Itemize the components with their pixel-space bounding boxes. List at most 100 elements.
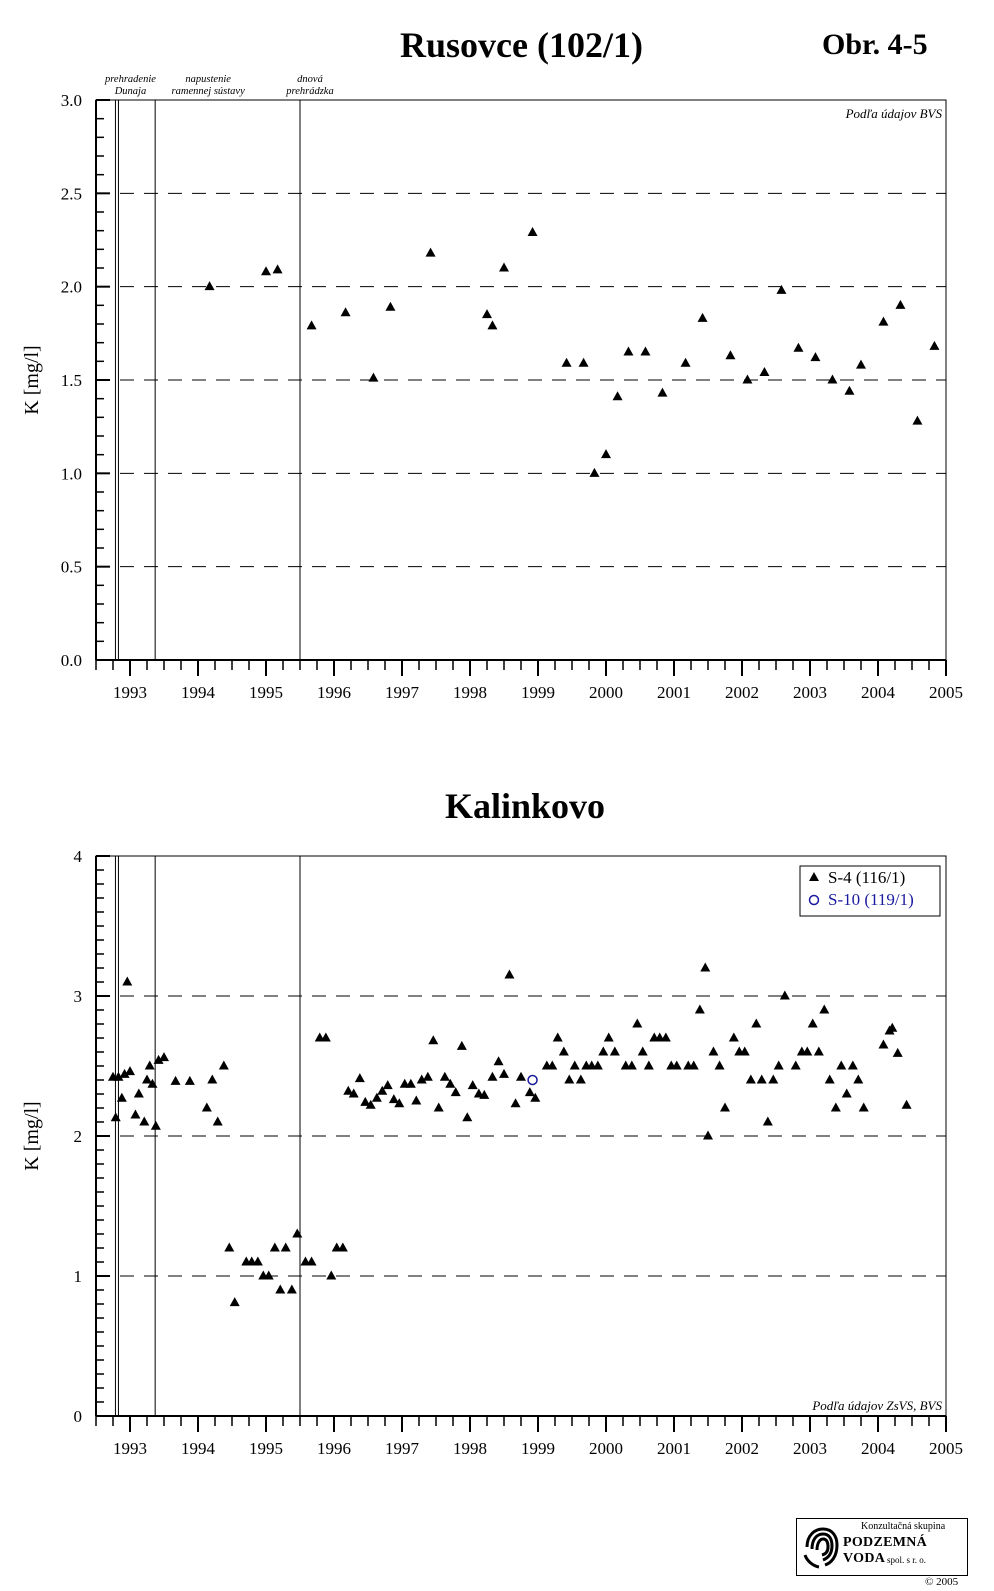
data-point — [802, 1046, 813, 1056]
data-point — [487, 320, 498, 330]
data-point — [623, 346, 634, 356]
legend-marker — [808, 894, 820, 906]
data-point — [144, 1060, 155, 1070]
data-point — [377, 1085, 388, 1095]
data-point — [261, 266, 271, 276]
data-point — [343, 1085, 354, 1095]
y-tick-label: 1.5 — [61, 371, 82, 390]
data-point — [482, 309, 492, 319]
data-point — [292, 1228, 303, 1238]
data-point — [847, 1060, 858, 1070]
y-tick-label: 2 — [74, 1127, 83, 1146]
data-point — [739, 1046, 750, 1056]
data-point — [887, 1022, 898, 1032]
data-point — [212, 1116, 223, 1126]
x-tick-label: 1998 — [453, 683, 487, 702]
logo-text-line2: PODZEMNÁ VODA — [843, 1535, 928, 1566]
data-point — [263, 1270, 274, 1280]
data-point — [547, 1060, 558, 1070]
data-point — [368, 372, 379, 382]
data-point — [147, 1078, 158, 1088]
x-tick-label: 1993 — [113, 683, 147, 702]
data-point — [601, 449, 611, 459]
data-point — [450, 1087, 461, 1097]
data-point — [725, 350, 736, 360]
data-point — [204, 281, 215, 291]
data-point — [575, 1074, 586, 1084]
data-point — [252, 1256, 263, 1266]
x-tick-label: 2004 — [861, 1439, 896, 1458]
data-point — [218, 1060, 229, 1070]
data-point — [229, 1297, 240, 1307]
data-point — [790, 1060, 801, 1070]
data-point — [756, 1074, 767, 1084]
data-point — [745, 1074, 756, 1084]
data-point — [680, 357, 691, 367]
data-point — [416, 1074, 427, 1084]
data-point — [139, 1116, 150, 1126]
data-point — [878, 316, 889, 326]
data-point — [759, 367, 770, 377]
data-point — [269, 1242, 280, 1252]
data-point — [326, 1270, 337, 1280]
data-point — [694, 1004, 705, 1014]
data-point — [113, 1071, 124, 1081]
x-tick-label: 2002 — [725, 1439, 759, 1458]
y-axis-label: K [mg/l] — [21, 1101, 43, 1170]
data-point — [150, 1120, 161, 1130]
y-axis-label: K [mg/l] — [21, 345, 43, 414]
x-tick-label: 1995 — [249, 683, 283, 702]
data-point — [558, 1046, 569, 1056]
x-tick-label: 1994 — [181, 1439, 216, 1458]
x-tick-label: 1997 — [385, 1439, 420, 1458]
source-note: Podľa údajov ZsVS, BVS — [811, 1398, 942, 1413]
legend-label: S-10 (119/1) — [828, 890, 914, 909]
data-point — [671, 1060, 682, 1070]
data-point — [708, 1046, 719, 1056]
data-point — [493, 1056, 504, 1066]
data-point — [895, 299, 906, 309]
data-point — [742, 374, 753, 384]
data-point — [589, 467, 600, 477]
data-point — [170, 1075, 181, 1085]
x-tick-label: 2001 — [657, 683, 691, 702]
y-tick-label: 0.0 — [61, 651, 82, 670]
data-point — [527, 1074, 538, 1086]
data-point — [125, 1066, 135, 1076]
data-point — [598, 1046, 609, 1056]
data-point — [439, 1071, 450, 1081]
data-point — [433, 1102, 444, 1112]
data-point — [320, 1032, 331, 1042]
data-point — [159, 1052, 169, 1062]
data-point — [793, 342, 804, 352]
data-point — [385, 301, 396, 311]
data-point — [337, 1242, 348, 1252]
y-tick-label: 1.0 — [61, 464, 82, 483]
data-point — [807, 1018, 818, 1028]
event-annotation: prehradenie — [104, 74, 156, 85]
data-point — [479, 1089, 490, 1099]
data-point — [728, 1032, 739, 1042]
x-tick-label: 2003 — [793, 1439, 827, 1458]
data-point — [153, 1054, 164, 1064]
data-point — [110, 1112, 121, 1122]
data-point — [660, 1032, 671, 1042]
data-point — [776, 284, 787, 294]
data-point — [564, 1074, 575, 1084]
data-point — [700, 962, 711, 972]
source-note: Podľa údajov BVS — [845, 106, 943, 121]
data-point — [524, 1087, 535, 1097]
data-point — [422, 1071, 433, 1081]
data-point — [499, 1068, 509, 1078]
data-point — [405, 1078, 416, 1088]
data-point — [382, 1080, 393, 1090]
data-point — [836, 1060, 847, 1070]
data-point — [119, 1068, 130, 1078]
data-point — [394, 1098, 405, 1108]
data-point — [697, 312, 708, 322]
data-point — [901, 1099, 912, 1109]
data-point — [286, 1284, 297, 1294]
data-point — [133, 1088, 144, 1098]
